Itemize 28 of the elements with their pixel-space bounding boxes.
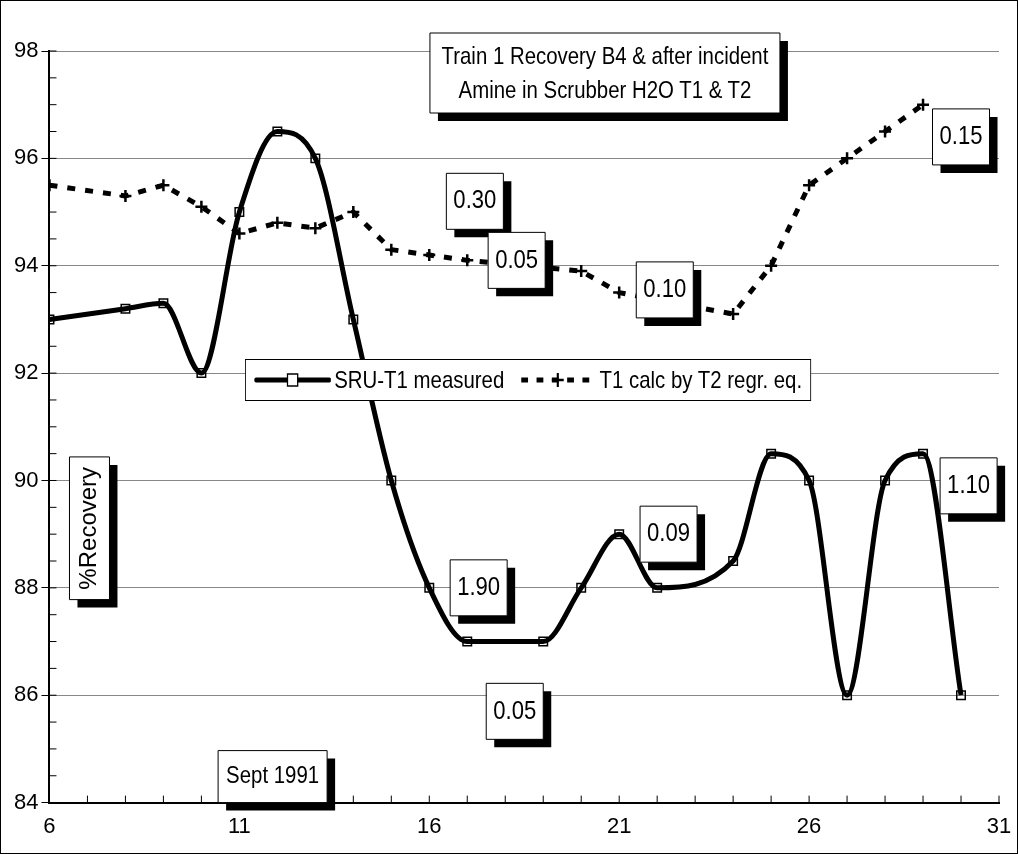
x-tick-label: 31 <box>986 812 1012 838</box>
y-tick-label: 86 <box>13 681 39 707</box>
y-tick-label: 96 <box>13 144 39 170</box>
legend-label: SRU-T1 measured <box>334 366 505 395</box>
annotation: 0.05 <box>493 694 537 724</box>
y-tick-label: 90 <box>13 466 39 492</box>
legend-label: T1 calc by T2 regr. eq. <box>599 366 803 395</box>
text: Amine in Scrubber H2O T1 & T2 <box>458 76 752 104</box>
x-tick-label: 6 <box>43 812 56 838</box>
chart-title: Train 1 Recovery B4 & after incident <box>441 42 770 70</box>
x-tick-label: 21 <box>606 812 632 838</box>
y-tick-label: 94 <box>13 251 39 277</box>
annotation: 0.15 <box>939 120 983 150</box>
annotation: 1.10 <box>947 469 991 499</box>
x-tick-label: 26 <box>796 812 822 838</box>
annotation: 0.30 <box>453 184 497 214</box>
y-tick-label: 84 <box>13 788 39 814</box>
y-axis-title: %Recovery <box>74 466 102 590</box>
annotation: 0.09 <box>647 517 691 547</box>
annotation: 0.05 <box>495 243 539 273</box>
annotation: 0.10 <box>643 273 687 303</box>
y-tick-label: 92 <box>13 359 39 385</box>
x-tick-label: 16 <box>417 812 442 838</box>
y-tick-label: 98 <box>13 37 39 63</box>
annotation: 1.90 <box>457 571 501 601</box>
x-axis-title: Sept 1991 <box>226 761 320 789</box>
x-tick-label: 11 <box>227 812 251 838</box>
y-tick-label: 88 <box>13 573 39 599</box>
